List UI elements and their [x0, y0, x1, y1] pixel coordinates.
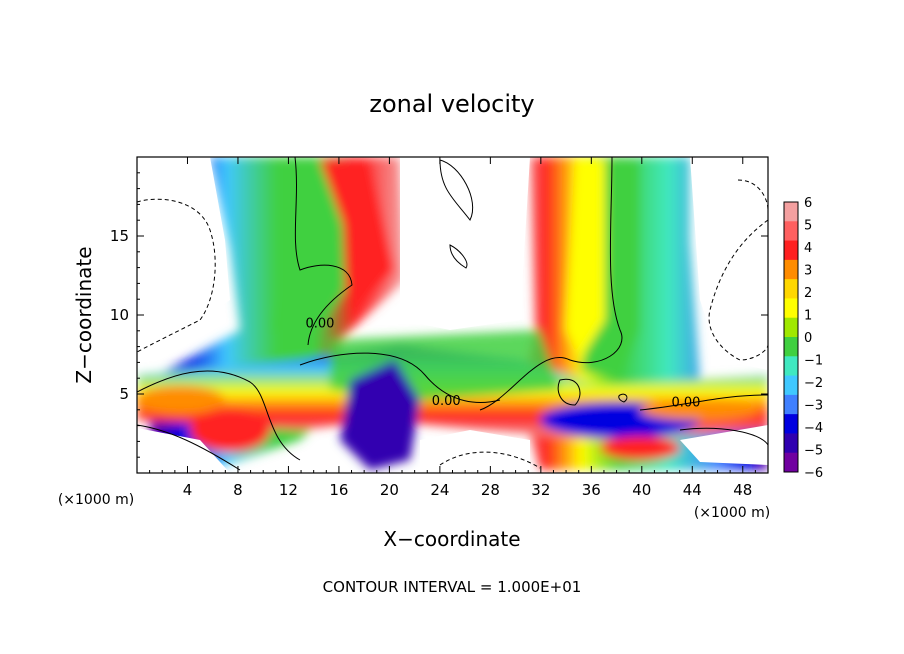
x-axis: 4 8 12 16 20 24 28 32 36 40 44 48	[149, 157, 756, 499]
colorbar-tick-label: −5	[804, 444, 823, 459]
colorbar-swatch	[784, 298, 798, 319]
x-tick-label: 32	[531, 481, 550, 499]
x-tick-label: 40	[632, 481, 651, 499]
chart-title: zonal velocity	[369, 90, 534, 118]
x-tick-label: 48	[733, 481, 752, 499]
colorbar-tick-label: −6	[804, 466, 823, 481]
contour-label: 0.00	[306, 317, 335, 332]
colorbar-tick-label: −2	[804, 376, 823, 391]
contour-label: 0.00	[671, 396, 700, 411]
x-tick-label: 4	[183, 481, 193, 499]
y-axis: 5 10 15	[110, 172, 768, 458]
x-tick-label: 20	[380, 481, 399, 499]
colorbar-tick-label: 3	[804, 264, 812, 279]
y-tick-label: 15	[110, 227, 129, 245]
contour-label: 0.00	[432, 394, 461, 409]
colorbar-tick-label: 4	[804, 241, 812, 256]
colorbar-swatch	[784, 452, 798, 473]
colorbar-swatch	[784, 356, 798, 377]
contour-interval-note: CONTOUR INTERVAL = 1.000E+01	[323, 578, 582, 596]
colorbar-border	[783, 201, 799, 473]
colorbar-swatch	[784, 279, 798, 299]
colorbar-swatch	[784, 317, 798, 338]
y-unit-label: (×1000 m)	[58, 492, 134, 508]
colorbar-tick-label: −4	[804, 421, 823, 436]
colorbar-swatch	[784, 259, 798, 280]
x-axis-label: X−coordinate	[383, 527, 520, 551]
colorbar-swatch	[784, 337, 798, 357]
x-tick-label: 24	[430, 481, 449, 499]
colorbar-swatch	[784, 394, 798, 415]
x-tick-label: 28	[481, 481, 500, 499]
contour-labels: 0.00 0.00 0.00	[306, 317, 701, 411]
x-tick-label: 8	[233, 481, 243, 499]
colorbar-tick-label: 1	[804, 309, 812, 324]
x-unit-label: (×1000 m)	[694, 505, 770, 521]
colorbar-swatch	[784, 414, 798, 434]
y-tick-label: 10	[110, 306, 129, 324]
colorbar-swatch	[784, 221, 798, 242]
x-tick-label: 44	[683, 481, 702, 499]
colorbar-swatch	[784, 202, 798, 222]
plot-area	[137, 157, 768, 473]
y-tick-label: 5	[119, 385, 129, 403]
colorbar-tick-label: 2	[804, 286, 812, 301]
colorbar-tick-label: 6	[804, 196, 812, 211]
x-tick-label: 16	[329, 481, 348, 499]
colorbar: 6 5 4 3 2 1 0 −1 −2 −3 −4 −5 −6	[783, 196, 823, 481]
x-tick-label: 12	[279, 481, 298, 499]
colorbar-tick-label: 0	[804, 331, 812, 346]
colorbar-swatch	[784, 375, 798, 396]
colorbar-tick-label: −3	[804, 399, 823, 414]
colorbar-swatch	[784, 240, 798, 261]
colorbar-tick-label: 5	[804, 219, 812, 234]
colorbar-swatch	[784, 433, 798, 454]
colorbar-tick-label: −1	[804, 354, 823, 369]
x-tick-label: 36	[582, 481, 601, 499]
y-axis-label: Z−coordinate	[72, 246, 96, 383]
